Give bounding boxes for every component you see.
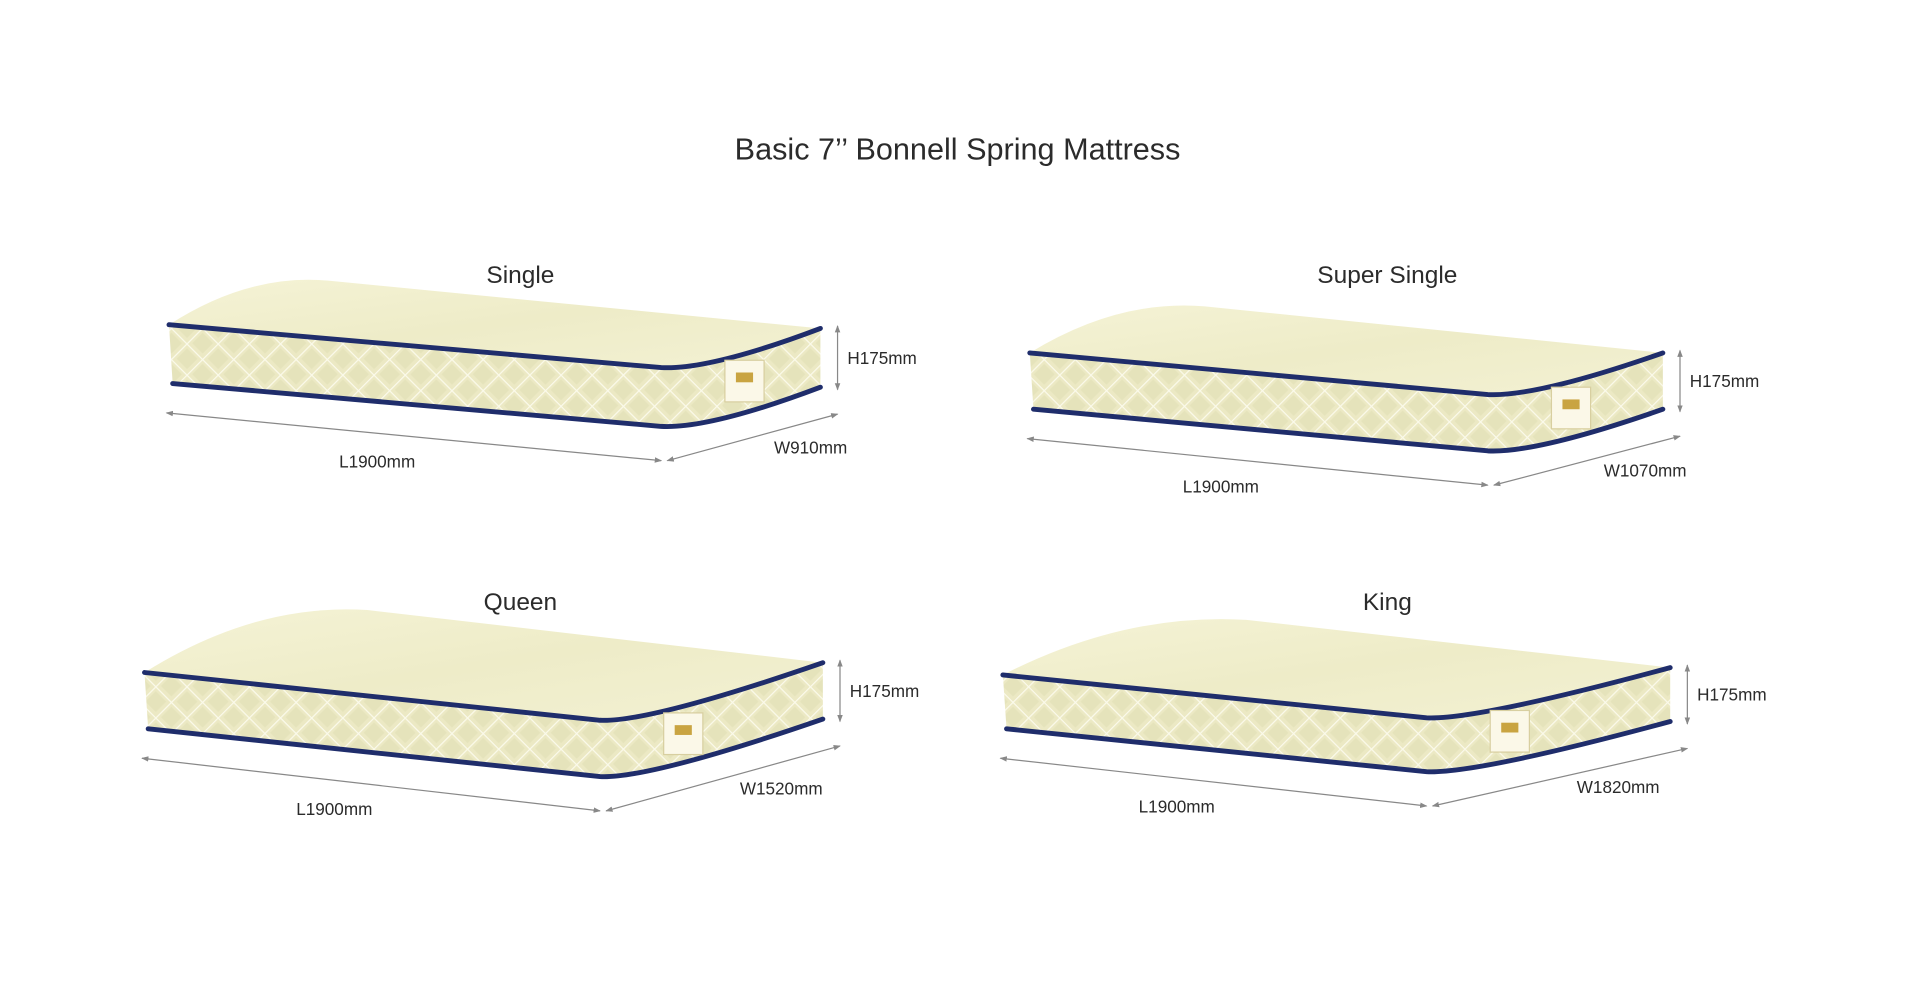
length-line (141, 756, 601, 813)
width-line (1431, 747, 1689, 808)
height-label: H175mm (850, 681, 919, 701)
mattress-card: King L1900mm W1820mm H175mm (999, 589, 1767, 817)
width-label: W910mm (774, 437, 847, 457)
width-line (1492, 435, 1681, 487)
brand-tag-mark (1562, 399, 1580, 410)
mattress-card: Queen L1900mm W1520mm H175mm (141, 589, 919, 819)
size-name: Queen (484, 589, 557, 616)
size-name: Single (486, 262, 554, 289)
mattress-card: Single L1900mm W910mm H175mm (165, 262, 917, 471)
length-line (1026, 436, 1489, 488)
length-label: L1900mm (1183, 477, 1259, 497)
width-line (605, 745, 841, 812)
brand-tag-mark (674, 725, 692, 735)
mattress-side (168, 324, 821, 427)
width-label: W1520mm (740, 778, 823, 798)
mattress-top (1029, 305, 1663, 395)
length-label: L1900mm (296, 799, 372, 819)
piping-top (1000, 665, 1673, 721)
height-label: H175mm (1690, 371, 1759, 391)
length-line (165, 410, 663, 463)
page-title: Basic 7’’ Bonnell Spring Mattress (735, 132, 1181, 166)
size-name: Super Single (1317, 262, 1457, 289)
width-line (666, 413, 839, 462)
width-label: W1070mm (1604, 461, 1687, 481)
mattress-top (1002, 619, 1671, 718)
length-label: L1900mm (1139, 797, 1215, 817)
size-name: King (1363, 589, 1412, 616)
length-label: L1900mm (339, 451, 415, 471)
height-label: H175mm (1697, 685, 1766, 705)
piping-top (166, 322, 823, 371)
piping-top (1027, 350, 1666, 398)
height-label: H175mm (847, 348, 916, 368)
piping-top (142, 660, 826, 723)
mattress-side (1029, 352, 1663, 451)
brand-tag-mark (735, 372, 754, 383)
mattress-top (144, 609, 823, 721)
mattress-top (168, 279, 821, 368)
length-line (999, 756, 1428, 808)
brand-tag-mark (1501, 722, 1519, 733)
mattress-card: Super Single L1900mm W1070mm H175mm (1026, 262, 1759, 497)
width-label: W1820mm (1577, 777, 1660, 797)
